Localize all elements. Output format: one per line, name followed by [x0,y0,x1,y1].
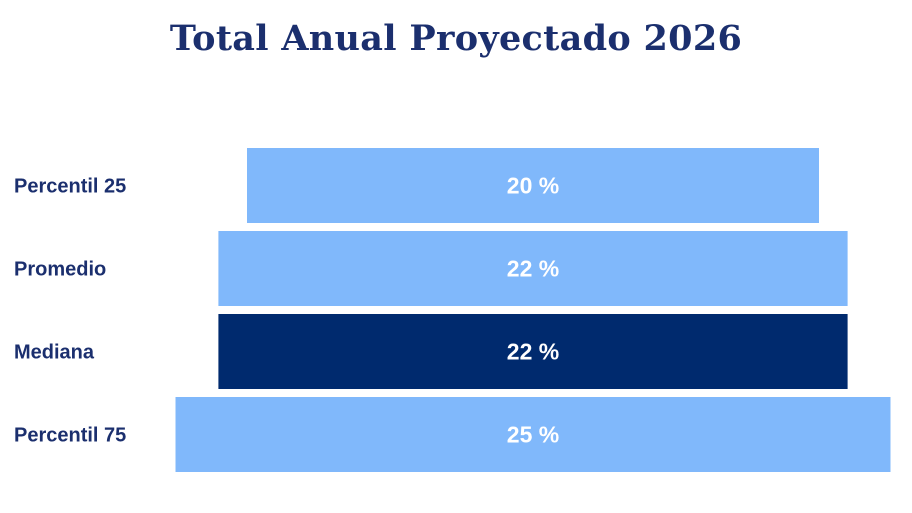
bar-promedio [218,231,848,306]
value-label-percentil-75: 25 % [507,422,559,448]
value-label-mediana: 22 % [507,339,559,365]
chart-title: Total Anual Proyectado 2026 [169,18,743,59]
category-label-percentil-75: Percentil 75 [14,425,126,447]
category-label-promedio: Promedio [14,259,106,281]
category-label-mediana: Mediana [14,342,95,364]
bar-mediana [218,314,848,389]
value-label-percentil-25: 20 % [507,173,559,199]
value-label-promedio: 22 % [507,256,559,282]
bars-group: 20 % Percentil 25 22 % Promedio 22 % Mediana 2… [14,148,891,472]
category-label-percentil-25: Percentil 25 [14,176,126,198]
bar-percentil-25 [247,148,819,223]
bar-percentil-75 [175,397,891,472]
